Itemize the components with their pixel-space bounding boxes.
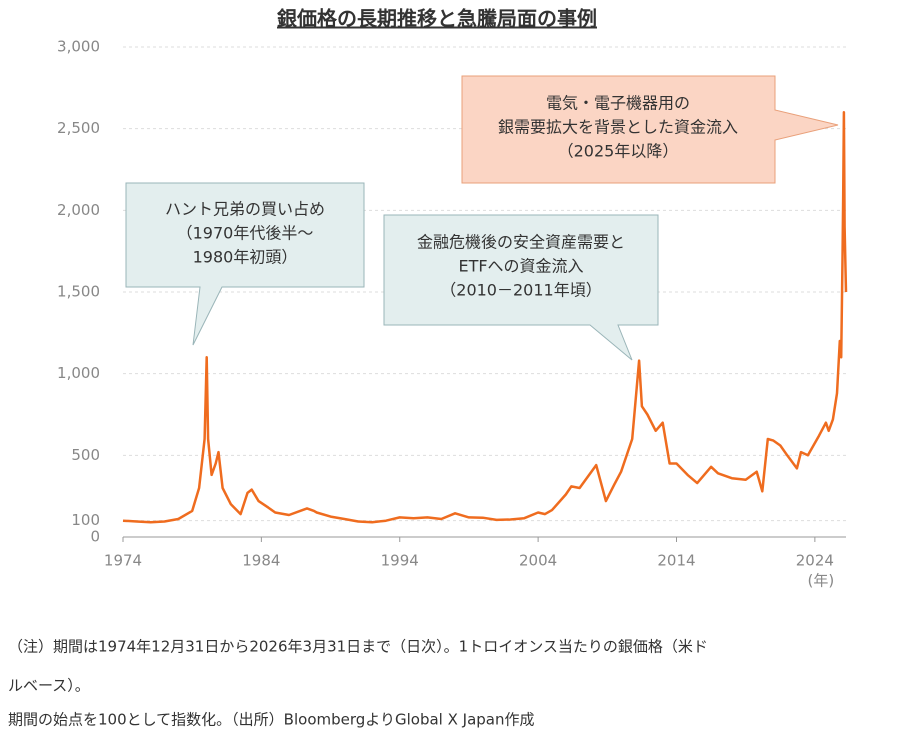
data-line: [122, 111, 848, 524]
chart-title: 銀価格の長期推移と急騰局面の事例: [277, 7, 597, 31]
callout-box: [383, 214, 659, 361]
y-tick-label: 1,000: [57, 364, 100, 382]
footnote: （注）期間は1974年12月31日から2026年3月31日まで（日次）。1トロイ…: [8, 638, 708, 656]
x-tick-label: 1994: [381, 552, 419, 570]
x-tick-label: 2004: [519, 552, 557, 570]
annotation-text: ETFへの資金流入: [458, 257, 583, 276]
y-tick-label: 2,500: [57, 119, 100, 137]
y-tick-label: 100: [71, 511, 100, 529]
callout-box: [125, 182, 365, 346]
x-tick-label: 1974: [104, 552, 142, 570]
y-tick-label: 0: [90, 528, 100, 546]
callouts: [125, 75, 839, 361]
y-tick-label: 500: [71, 446, 100, 464]
annotation-text: （2025年以降）: [558, 142, 679, 161]
x-tick-label: 2014: [657, 552, 695, 570]
annotation-text: （2010－2011年頃）: [440, 281, 601, 300]
y-tick-label: 2,000: [57, 201, 100, 219]
footnote: ルベース）。: [8, 677, 90, 695]
x-tick-label: 2024: [796, 552, 834, 570]
y-tick-label: 1,500: [57, 283, 100, 301]
annotation-text: 金融危機後の安全資産需要と: [417, 233, 625, 252]
y-tick-label: 3,000: [57, 38, 100, 56]
annotation-text: （1970年代後半～: [177, 224, 314, 243]
x-tick-label: 1984: [242, 552, 280, 570]
annotation-text: 電気・電子機器用の: [546, 94, 690, 113]
footnote: 期間の始点を100として指数化。（出所）BloombergよりGlobal X …: [8, 711, 534, 729]
annotation-text: 1980年初頭）: [193, 248, 298, 267]
annotation-text: 銀需要拡大を背景とした資金流入: [498, 118, 738, 137]
annotation-text: ハント兄弟の買い占め: [165, 200, 325, 219]
x-unit-label: (年): [808, 572, 835, 590]
callout-box: [461, 75, 839, 184]
